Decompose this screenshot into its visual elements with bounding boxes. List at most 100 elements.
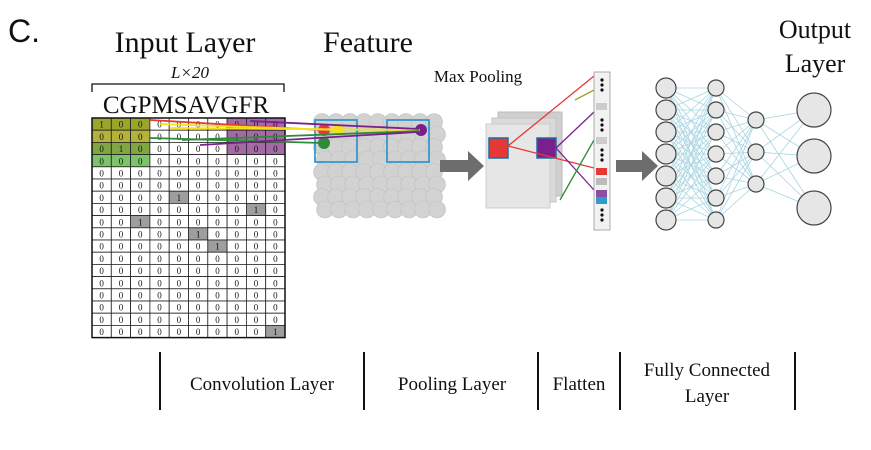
matrix-cell-value: 0 [215,266,220,276]
matrix-cell-value: 1 [196,230,201,240]
hidden-neuron [707,101,725,119]
matrix-cell-value: 0 [177,156,182,166]
matrix-cell-value: 0 [157,291,162,301]
matrix-cell-value: 0 [138,144,143,154]
matrix-cell-value: 0 [138,266,143,276]
matrix-cell-value: 0 [138,254,143,264]
matrix-cell-value: 0 [215,193,220,203]
fc-edge [715,151,757,199]
ellipsis-dot [600,208,604,212]
matrix-cell-value: 0 [157,266,162,276]
matrix-cell-value: 0 [215,169,220,179]
matrix-cell-value: 0 [99,230,104,240]
matrix-cell-value: 0 [235,291,240,301]
matrix-cell-value: 0 [254,291,259,301]
matrix-cell-value: 0 [138,327,143,337]
arrow-to-pooling [440,151,484,181]
matrix-cell-value: 0 [196,291,201,301]
matrix-cell-value: 0 [254,254,259,264]
hidden-neuron [747,175,765,193]
matrix-cell-value: 0 [119,242,124,252]
matrix-cell-value: 0 [99,254,104,264]
input-layer-heading: Input Layer [115,26,256,59]
matrix-cell-value: 1 [99,120,104,130]
fc-edge [665,131,717,221]
ellipsis-dot [600,148,604,152]
flatten-lines [507,75,595,201]
hidden-neuron [747,143,765,161]
matrix-cell-value: 0 [138,193,143,203]
ellipsis-dot [600,88,604,92]
matrix-cell-value: 0 [235,254,240,264]
flatten-cell [596,190,607,197]
matrix-cell-value: 0 [254,144,259,154]
fc-edge [715,131,757,185]
matrix-cell-value: 0 [177,327,182,337]
matrix-cell-value: 0 [99,303,104,313]
ellipsis-dot [600,153,604,157]
feature-heading: Feature [323,26,413,59]
hidden-neuron [655,187,677,209]
matrix-cell-value: 0 [254,181,259,191]
matrix-cell-value: 0 [119,193,124,203]
matrix-cell-value: 0 [215,291,220,301]
matrix-cell-value: 0 [254,217,259,227]
matrix-cell-value: 0 [99,327,104,337]
matrix-cell-value: 0 [273,144,278,154]
matrix-cell-value: 1 [273,327,278,337]
matrix-cell-value: 0 [157,144,162,154]
hidden-neuron [655,77,677,99]
matrix-border [91,117,286,339]
matrix-cell-value: 0 [177,217,182,227]
pooled-cell-red [488,137,509,159]
feature-green [318,137,330,149]
matrix-cell-value: 0 [273,120,278,130]
flatten-cell [596,103,607,110]
matrix-cell-value: 0 [215,217,220,227]
fully-connected-label-line1: Fully Connected [644,360,771,381]
matrix-cell-value: 0 [273,205,278,215]
ellipsis-dot [600,158,604,162]
matrix-cell-value: 0 [273,254,278,264]
matrix-cell-value: 0 [254,303,259,313]
matrix-cell-value: 0 [119,156,124,166]
matrix-cell-value: 0 [177,303,182,313]
fc-edge [715,119,757,177]
matrix-cell-value: 0 [157,315,162,325]
matrix-cell-value: 0 [157,193,162,203]
matrix-cell-value: 0 [254,230,259,240]
matrix-cell-value: 0 [196,303,201,313]
matrix-cell-value: 0 [215,132,220,142]
flatten-line [574,89,595,101]
matrix-cell-value: 0 [215,144,220,154]
ellipsis-dot [600,78,604,82]
matrix-cell-value: 0 [138,132,143,142]
matrix-cell-value: 0 [177,266,182,276]
matrix-cell-value: 0 [177,230,182,240]
fc-edge [715,109,757,185]
hidden-neuron [655,165,677,187]
matrix-cell-value: 0 [157,242,162,252]
matrix-cell-value: 0 [119,120,124,130]
matrix-cell-value: 0 [215,205,220,215]
matrix-cell-value: 0 [138,242,143,252]
fc-edge [715,151,757,221]
matrix-cell-value: 0 [157,120,162,130]
matrix-cell-value: 0 [138,303,143,313]
matrix-cell-value: 0 [254,120,259,130]
matrix-cell-value: 0 [215,156,220,166]
matrix-cell-value: 0 [254,156,259,166]
matrix-cell-value: 0 [138,291,143,301]
matrix-cell-value: 1 [235,132,240,142]
matrix-cell-value: 0 [196,242,201,252]
matrix-cell-value: 0 [177,169,182,179]
matrix-cell-value: 0 [196,132,201,142]
matrix-cell-value: 0 [138,205,143,215]
output-neuron [796,190,832,226]
matrix-cell-value: 0 [196,205,201,215]
matrix-cell-value: 0 [196,156,201,166]
matrix-cell-value: 0 [196,254,201,264]
matrix-cell-value: 0 [196,169,201,179]
flatten-vector [593,71,611,231]
fc-edge [715,183,757,221]
